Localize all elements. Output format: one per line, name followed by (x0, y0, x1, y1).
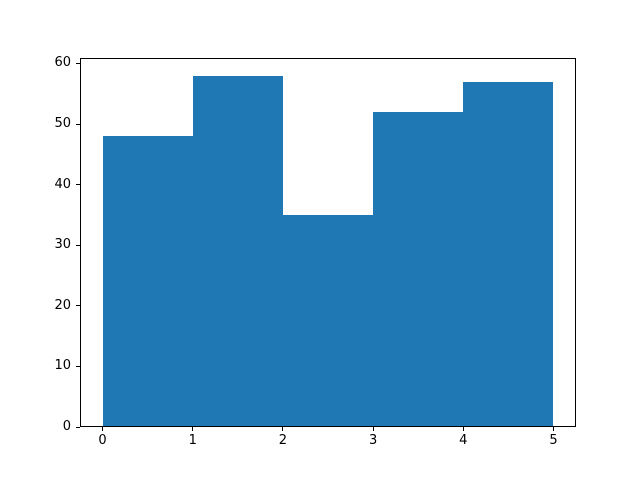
x-tick-label: 4 (459, 433, 468, 448)
y-tick-label: 20 (54, 297, 71, 313)
y-tick-mark (76, 184, 80, 186)
histogram-bar (192, 75, 283, 427)
y-tick-mark (76, 305, 80, 307)
x-tick-mark (552, 427, 554, 431)
y-tick-label: 30 (54, 237, 71, 253)
y-tick-label: 60 (54, 55, 71, 71)
histogram-bar (373, 111, 464, 427)
histogram-bar (102, 136, 193, 427)
y-tick-label: 50 (54, 116, 71, 132)
x-tick-mark (282, 427, 284, 431)
x-tick-label: 2 (278, 433, 288, 448)
x-tick-label: 5 (549, 433, 558, 448)
x-tick-mark (372, 427, 374, 431)
x-tick-label: 0 (98, 433, 107, 448)
y-tick-label: 0 (62, 419, 71, 434)
y-tick-mark (76, 426, 80, 428)
y-tick-label: 10 (54, 358, 71, 374)
y-tick-mark (76, 62, 80, 64)
y-tick-mark (76, 123, 80, 125)
y-tick-mark (76, 365, 80, 367)
histogram-bar (463, 81, 554, 427)
x-tick-label: 3 (368, 433, 378, 448)
histogram-bar (282, 214, 374, 427)
x-tick-label: 1 (188, 433, 197, 448)
y-tick-mark (76, 244, 80, 246)
y-tick-label: 40 (54, 176, 71, 192)
x-tick-mark (462, 427, 464, 431)
x-tick-mark (192, 427, 194, 431)
x-tick-mark (102, 427, 104, 431)
